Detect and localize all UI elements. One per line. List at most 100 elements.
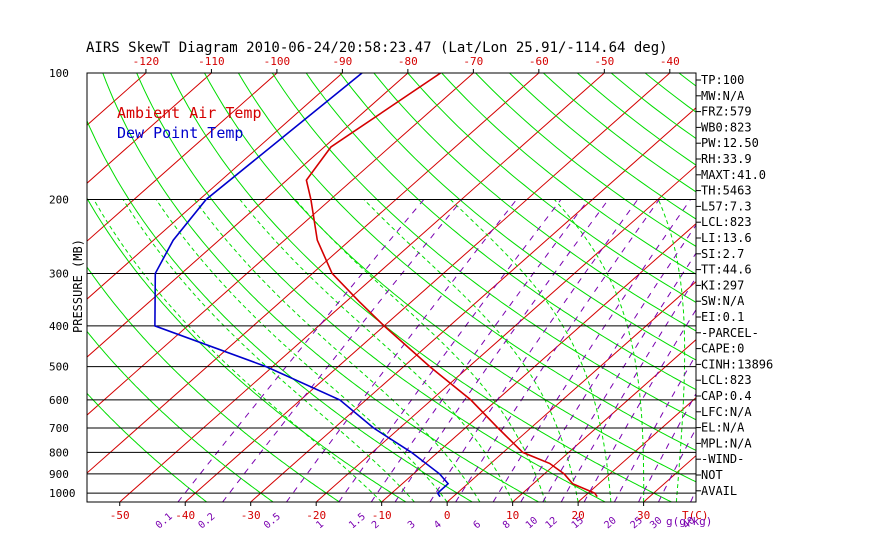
index-label: LFC:N/A — [701, 405, 752, 419]
isotherm-line — [775, 73, 870, 502]
pressure-tick-label: 600 — [49, 394, 69, 407]
mixing-ratio-label: 6 — [471, 519, 483, 531]
bottom-tick-label: 0 — [444, 509, 451, 522]
sounding-series — [154, 73, 598, 498]
index-label: AVAIL — [701, 484, 737, 498]
index-label: LI:13.6 — [701, 231, 752, 245]
dry-adiabat-line — [87, 266, 340, 502]
moist-adiabat-line — [239, 199, 514, 502]
isotherm-line — [577, 396, 696, 502]
index-label: FRZ:579 — [701, 105, 752, 119]
mixing-ratio-label: 0.5 — [262, 511, 283, 531]
isotherm-line — [0, 73, 80, 502]
moist-adiabat-line — [363, 199, 579, 502]
legend-dew-point-temp: Dew Point Temp — [117, 124, 243, 142]
bottom-tick-label: 10 — [506, 509, 519, 522]
index-label: TP:100 — [701, 73, 744, 87]
mixing-ratio-line — [370, 199, 589, 502]
index-label: LCL:823 — [701, 373, 752, 387]
dry-adiabat-line — [747, 73, 870, 502]
moist-adiabat-line — [122, 199, 415, 502]
isotherm-line — [119, 73, 605, 502]
isotherm-line — [87, 73, 212, 184]
temperature-unit-label: T(C) — [682, 509, 709, 522]
mixing-ratio-label: 0.2 — [196, 511, 217, 531]
y-axis-label: PRESSURE (MB) — [71, 239, 85, 333]
ambient-air-temp-line — [305, 73, 598, 498]
mixing-ratio-line — [657, 427, 696, 502]
mixing-ratio-line — [583, 308, 696, 502]
dry-adiabat-line — [271, 73, 696, 421]
moist-adiabat-line — [194, 199, 481, 502]
dry-adiabat-line — [305, 73, 696, 391]
index-label: KI:297 — [701, 278, 744, 292]
moist-adiabat-line — [155, 199, 448, 502]
mixing-ratio-line — [222, 199, 463, 502]
legend-ambient-air-temp: Ambient Air Temp — [117, 104, 262, 122]
index-label: EL:N/A — [701, 421, 745, 435]
dew-point-temp-line — [154, 73, 450, 498]
pressure-tick-label: 1000 — [49, 487, 76, 500]
mixing-ratio-line — [542, 252, 696, 502]
index-label: SW:N/A — [701, 294, 745, 308]
mixing-ratio-label: 1.5 — [347, 511, 368, 531]
dry-adiabat-line — [475, 73, 696, 247]
index-label: CINH:13896 — [701, 357, 773, 371]
mixing-ratio-line — [560, 276, 696, 502]
mixing-ratio-line — [177, 199, 425, 502]
mixing-ratio-line — [520, 224, 696, 502]
mixing-ratio-line — [338, 199, 562, 502]
isotherm-line — [840, 73, 870, 502]
moist-adiabat-line — [294, 199, 546, 502]
index-label: CAPE:0 — [701, 342, 744, 356]
mixing-ratio-line — [429, 199, 639, 502]
mixing-ratio-line — [638, 392, 696, 502]
mixing-ratio-unit-label: g(g/kg) — [666, 515, 712, 528]
mixing-ratio-line — [455, 199, 660, 502]
bottom-tick-label: -30 — [241, 509, 261, 522]
mixing-ratio-label: 4 — [432, 519, 444, 531]
mixing-ratio-label: 0.1 — [154, 511, 175, 531]
moist-adiabat-line — [450, 199, 612, 502]
axes: 1002003004005006007008009001000PRESSURE … — [49, 55, 712, 531]
index-label: MW:N/A — [701, 89, 745, 103]
top-tick-label: -90 — [332, 55, 352, 68]
mixing-ratio-label: 12 — [544, 515, 560, 531]
dry-adiabat-line — [170, 73, 672, 502]
mixing-ratio-label: 3 — [406, 519, 418, 531]
moist-adiabat-line — [93, 199, 383, 502]
dry-adiabat-line — [102, 73, 539, 502]
dry-adiabat-line — [339, 73, 696, 361]
dry-adiabat-line — [87, 330, 274, 502]
mixing-ratio-line — [286, 199, 517, 502]
pressure-tick-label: 800 — [49, 446, 69, 459]
isotherm-line — [250, 107, 696, 502]
pressure-tick-label: 300 — [49, 267, 69, 280]
top-tick-label: -80 — [398, 55, 418, 68]
mixing-ratio-label: 8 — [501, 519, 513, 531]
isotherm-line — [512, 339, 696, 502]
top-tick-label: -50 — [594, 55, 614, 68]
bottom-tick-label: -40 — [175, 509, 195, 522]
index-label: RH:33.9 — [701, 152, 752, 166]
isotherm-line — [87, 73, 474, 416]
plot-frame — [86, 72, 697, 503]
bottom-tick-label: -50 — [110, 509, 130, 522]
index-label: -PARCEL- — [701, 326, 759, 340]
index-label: L57:7.3 — [701, 199, 752, 213]
moist-adiabat-line — [554, 199, 645, 502]
chart-title: AIRS SkewT Diagram 2010-06-24/20:58:23.4… — [86, 40, 668, 56]
index-label: EI:0.1 — [701, 310, 744, 324]
pressure-tick-label: 500 — [49, 361, 69, 374]
index-label: MAXT:41.0 — [701, 168, 766, 182]
index-label: TH:5463 — [701, 184, 752, 198]
bottom-tick-label: 20 — [572, 509, 585, 522]
top-tick-label: -120 — [133, 55, 160, 68]
pressure-tick-label: 900 — [49, 468, 69, 481]
isotherm-line — [0, 73, 15, 502]
isotherm-line — [87, 73, 409, 358]
isotherm-line — [315, 165, 696, 502]
bottom-tick-label: -20 — [306, 509, 326, 522]
index-label: TT:44.6 — [701, 263, 752, 277]
